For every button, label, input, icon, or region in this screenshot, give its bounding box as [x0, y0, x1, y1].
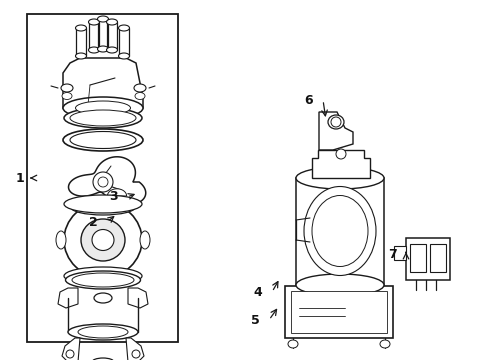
Circle shape	[331, 117, 341, 127]
Ellipse shape	[63, 97, 143, 119]
Text: 5: 5	[250, 314, 259, 327]
Ellipse shape	[134, 84, 146, 92]
Bar	[406, 238, 450, 280]
Text: 6: 6	[305, 94, 313, 107]
Ellipse shape	[92, 230, 114, 251]
Circle shape	[66, 350, 74, 358]
Ellipse shape	[119, 53, 129, 59]
Text: 1: 1	[16, 171, 24, 184]
Ellipse shape	[62, 93, 72, 99]
Ellipse shape	[56, 231, 66, 249]
Polygon shape	[62, 338, 80, 360]
Polygon shape	[107, 189, 126, 196]
Ellipse shape	[75, 101, 130, 115]
Ellipse shape	[380, 340, 390, 348]
Ellipse shape	[64, 195, 142, 213]
Polygon shape	[69, 157, 146, 204]
Text: 7: 7	[388, 248, 396, 261]
Circle shape	[93, 172, 113, 192]
Ellipse shape	[66, 271, 141, 289]
Bar	[291, 291, 387, 333]
Circle shape	[98, 177, 108, 187]
Text: 2: 2	[89, 216, 98, 229]
Ellipse shape	[135, 93, 145, 99]
Ellipse shape	[64, 202, 142, 278]
Bar	[430, 244, 446, 272]
Polygon shape	[58, 288, 78, 308]
Ellipse shape	[140, 231, 150, 249]
Circle shape	[336, 149, 346, 159]
Ellipse shape	[106, 47, 118, 53]
Ellipse shape	[106, 19, 118, 25]
Ellipse shape	[75, 53, 87, 59]
Ellipse shape	[81, 219, 125, 261]
Ellipse shape	[64, 108, 142, 128]
Ellipse shape	[328, 115, 344, 129]
Ellipse shape	[89, 19, 99, 25]
Polygon shape	[126, 338, 144, 360]
Polygon shape	[312, 150, 370, 178]
Text: 3: 3	[109, 190, 117, 203]
Ellipse shape	[98, 16, 108, 22]
Bar	[285, 286, 393, 338]
Ellipse shape	[98, 46, 108, 52]
Ellipse shape	[94, 293, 112, 303]
Ellipse shape	[64, 267, 142, 285]
Polygon shape	[128, 288, 148, 308]
Ellipse shape	[63, 129, 143, 151]
Ellipse shape	[296, 167, 384, 189]
Polygon shape	[319, 112, 353, 150]
Ellipse shape	[75, 25, 87, 31]
Bar	[296, 178, 384, 285]
Circle shape	[132, 350, 140, 358]
Ellipse shape	[89, 47, 99, 53]
Bar	[410, 244, 426, 272]
Polygon shape	[63, 58, 143, 108]
Ellipse shape	[70, 110, 136, 126]
Ellipse shape	[61, 84, 73, 92]
Ellipse shape	[68, 324, 138, 340]
Bar	[27, 14, 178, 342]
Text: 4: 4	[254, 285, 262, 298]
Ellipse shape	[304, 186, 376, 275]
Ellipse shape	[296, 274, 384, 296]
Ellipse shape	[288, 340, 298, 348]
Ellipse shape	[71, 199, 136, 215]
Ellipse shape	[72, 273, 134, 287]
Ellipse shape	[70, 131, 136, 148]
Ellipse shape	[312, 195, 368, 266]
Ellipse shape	[92, 358, 114, 360]
Ellipse shape	[119, 25, 129, 31]
Polygon shape	[394, 246, 406, 260]
